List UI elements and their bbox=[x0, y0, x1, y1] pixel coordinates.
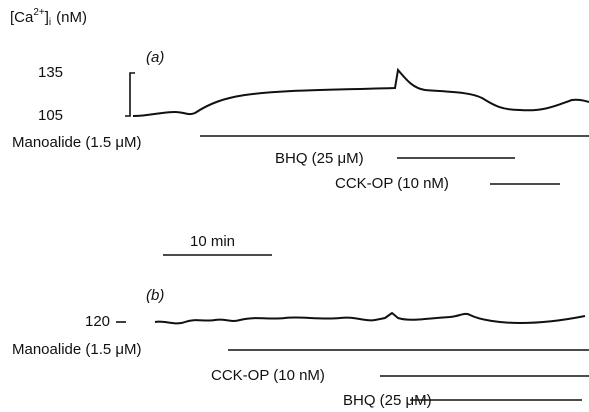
treatment-label: BHQ (25 μM) bbox=[275, 150, 364, 167]
label-sup: 2+ bbox=[33, 7, 45, 18]
label-base: [Ca bbox=[10, 9, 34, 26]
scale-label: 105 bbox=[38, 107, 63, 124]
scale-label: 135 bbox=[38, 64, 63, 81]
panel-label: (b) bbox=[146, 287, 164, 304]
trace-b bbox=[154, 311, 586, 325]
treatment-label: CCK-OP (10 nM) bbox=[211, 367, 325, 384]
trace-a bbox=[132, 67, 589, 117]
treatment-label: Manoalide (1.5 μM) bbox=[12, 134, 142, 151]
time-scale-label: 10 min bbox=[190, 233, 235, 250]
label-sub: i bbox=[49, 17, 51, 28]
scale-bracket bbox=[125, 72, 135, 117]
treatment-label: BHQ (25 μM) bbox=[343, 392, 432, 409]
y-axis-label: [Ca2+]i (nM) bbox=[10, 7, 87, 28]
treatment-label: CCK-OP (10 nM) bbox=[335, 175, 449, 192]
label-unit: (nM) bbox=[56, 9, 87, 26]
panel-label: (a) bbox=[146, 49, 164, 66]
label-close: ] bbox=[45, 9, 49, 26]
treatment-label: Manoalide (1.5 μM) bbox=[12, 341, 142, 358]
level-label: 120 bbox=[85, 313, 110, 330]
